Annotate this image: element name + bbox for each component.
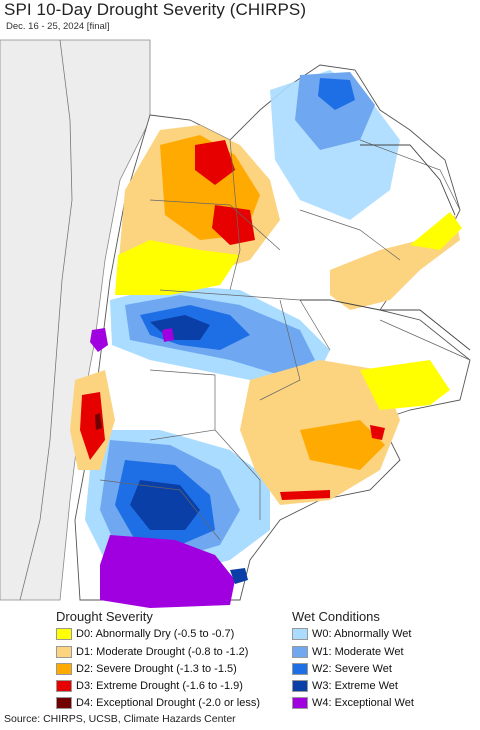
neighbor-borders <box>300 144 471 351</box>
swatch-w0 <box>292 628 308 640</box>
legend-label-w0: W0: Abnormally Wet <box>312 628 412 640</box>
swatch-d0 <box>56 628 72 640</box>
legend-item-w0: W0: Abnormally Wet <box>292 627 411 641</box>
legend-label-d1: D1: Moderate Drought (-0.8 to -1.2) <box>76 646 249 658</box>
province-borders <box>99 139 471 541</box>
page-title: SPI 10-Day Drought Severity (CHIRPS) <box>4 0 307 19</box>
drought-d3-nw2 <box>212 205 255 245</box>
legend-label-w4: W4: Exceptional Wet <box>312 697 414 709</box>
legend-item-w3: W3: Extreme Wet <box>292 679 398 693</box>
legend-item-d1: D1: Moderate Drought (-0.8 to -1.2) <box>56 645 248 659</box>
source-credit: Source: CHIRPS, UCSB, Climate Hazards Ce… <box>4 713 236 725</box>
legend-item-w2: W2: Severe Wet <box>292 662 392 676</box>
swatch-w2 <box>292 663 308 675</box>
legend-item-w4: W4: Exceptional Wet <box>292 696 414 710</box>
drought-d0-ne <box>410 212 462 250</box>
drought-d2-east <box>300 420 385 470</box>
swatch-w3 <box>292 680 308 692</box>
legend-label-d3: D3: Extreme Drought (-1.6 to -1.9) <box>76 680 243 692</box>
chile-coast <box>19 39 73 601</box>
drought-d3-chile <box>80 392 105 460</box>
legend-item-d2: D2: Severe Drought (-1.3 to -1.5) <box>56 662 237 676</box>
legend-label-d4: D4: Exceptional Drought (-2.0 or less) <box>76 697 261 709</box>
swatch-d4 <box>56 697 72 709</box>
wet-w4-south <box>100 535 235 608</box>
legend-label-w3: W3: Extreme Wet <box>312 680 398 692</box>
swatch-w4 <box>292 697 308 709</box>
legend-label-d2: D2: Severe Drought (-1.3 to -1.5) <box>76 663 237 675</box>
wet-w2-north <box>318 78 355 110</box>
drought-d3-nw <box>195 140 235 185</box>
wet-w4-central <box>162 328 174 342</box>
drought-d0-east <box>360 360 450 410</box>
legend-item-w1: W1: Moderate Wet <box>292 645 404 659</box>
wet-w4-west <box>90 328 108 352</box>
swatch-d1 <box>56 646 72 658</box>
legend-wet-heading: Wet Conditions <box>292 609 380 624</box>
drought-d3-east2 <box>370 425 385 440</box>
drought-d4-chile <box>95 413 102 430</box>
legend-drought-heading: Drought Severity <box>56 609 153 624</box>
legend-item-d4: D4: Exceptional Drought (-2.0 or less) <box>56 696 260 710</box>
legend-label-d0: D0: Abnormally Dry (-0.5 to -0.7) <box>76 628 235 640</box>
swatch-d2 <box>56 663 72 675</box>
page-subtitle: Dec. 16 - 25, 2024 [final] <box>6 21 110 32</box>
swatch-d3 <box>56 680 72 692</box>
legend-label-w1: W1: Moderate Wet <box>312 646 404 658</box>
drought-d0-nw <box>115 240 240 295</box>
legend-label-w2: W2: Severe Wet <box>312 663 392 675</box>
drought-d3-east <box>280 490 330 500</box>
drought-map <box>0 39 471 608</box>
legend-item-d3: D3: Extreme Drought (-1.6 to -1.9) <box>56 679 243 693</box>
wet-w1-north <box>295 72 375 150</box>
swatch-w1 <box>292 646 308 658</box>
wet-w3-south <box>130 480 200 530</box>
wet-w3-island <box>230 568 248 584</box>
legend-item-d0: D0: Abnormally Dry (-0.5 to -0.7) <box>56 627 234 641</box>
